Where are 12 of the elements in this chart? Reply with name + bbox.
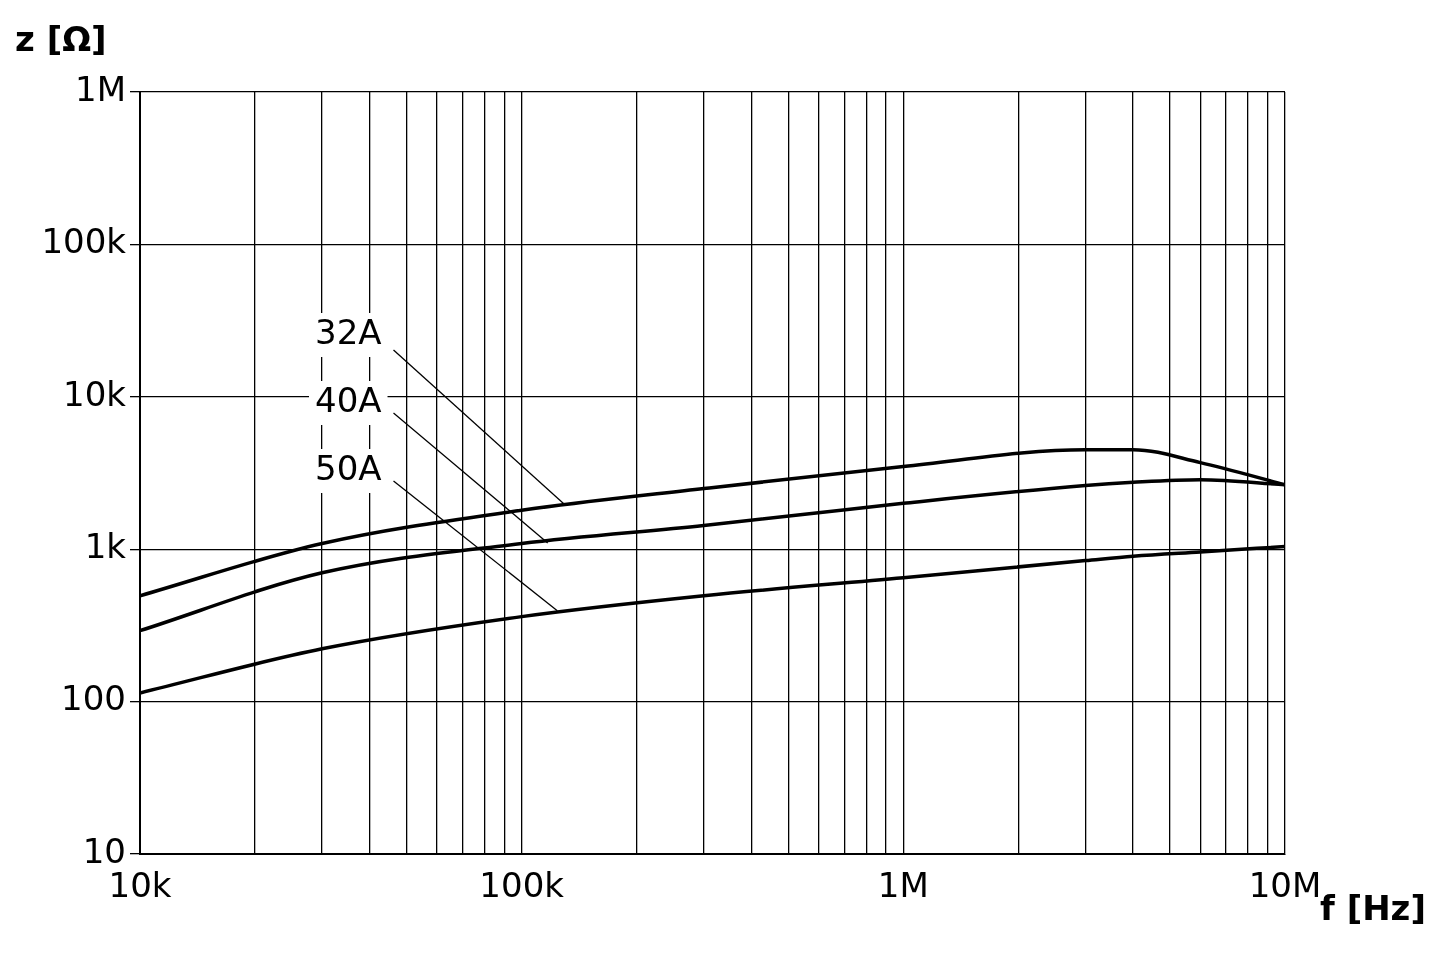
y-tick-label: 10k (63, 373, 127, 414)
y-tick-label: 100k (41, 221, 127, 262)
y-tick-label: 100 (61, 678, 126, 719)
x-tick-label: 1M (877, 865, 929, 906)
annotation: 50A (315, 447, 382, 488)
annotation: 40A (315, 379, 382, 420)
y-tick-label: 1k (84, 526, 127, 567)
annotation: 32A (315, 311, 382, 352)
x-axis-title: f [Hz] (1320, 887, 1426, 928)
y-axis-title: z [Ω] (15, 18, 107, 59)
x-tick-label: 100k (479, 865, 565, 906)
y-tick-label: 1M (75, 68, 126, 109)
